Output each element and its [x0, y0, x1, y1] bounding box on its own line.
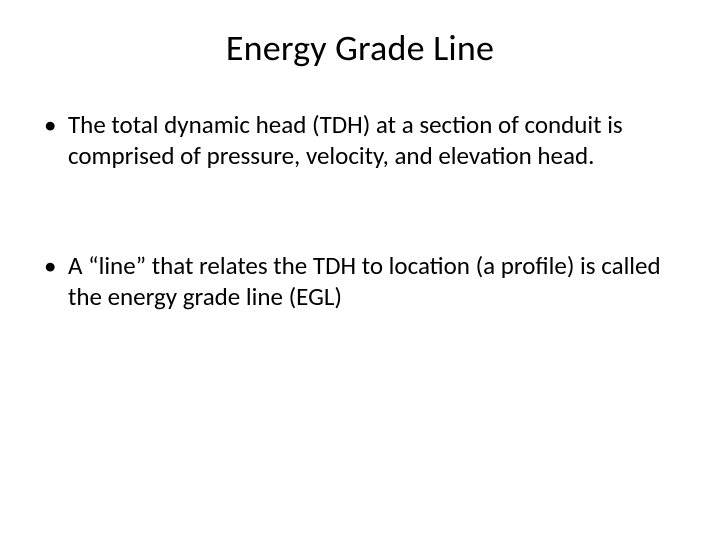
slide-body: The total dynamic head (TDH) at a sectio…: [40, 110, 680, 312]
list-item: A “line” that relates the TDH to locatio…: [40, 251, 680, 312]
bullet-list: The total dynamic head (TDH) at a sectio…: [40, 110, 680, 312]
slide: { "title": "Energy Grade Line", "bullets…: [0, 0, 720, 540]
slide-title: Energy Grade Line: [40, 26, 680, 70]
list-item: The total dynamic head (TDH) at a sectio…: [40, 110, 680, 171]
